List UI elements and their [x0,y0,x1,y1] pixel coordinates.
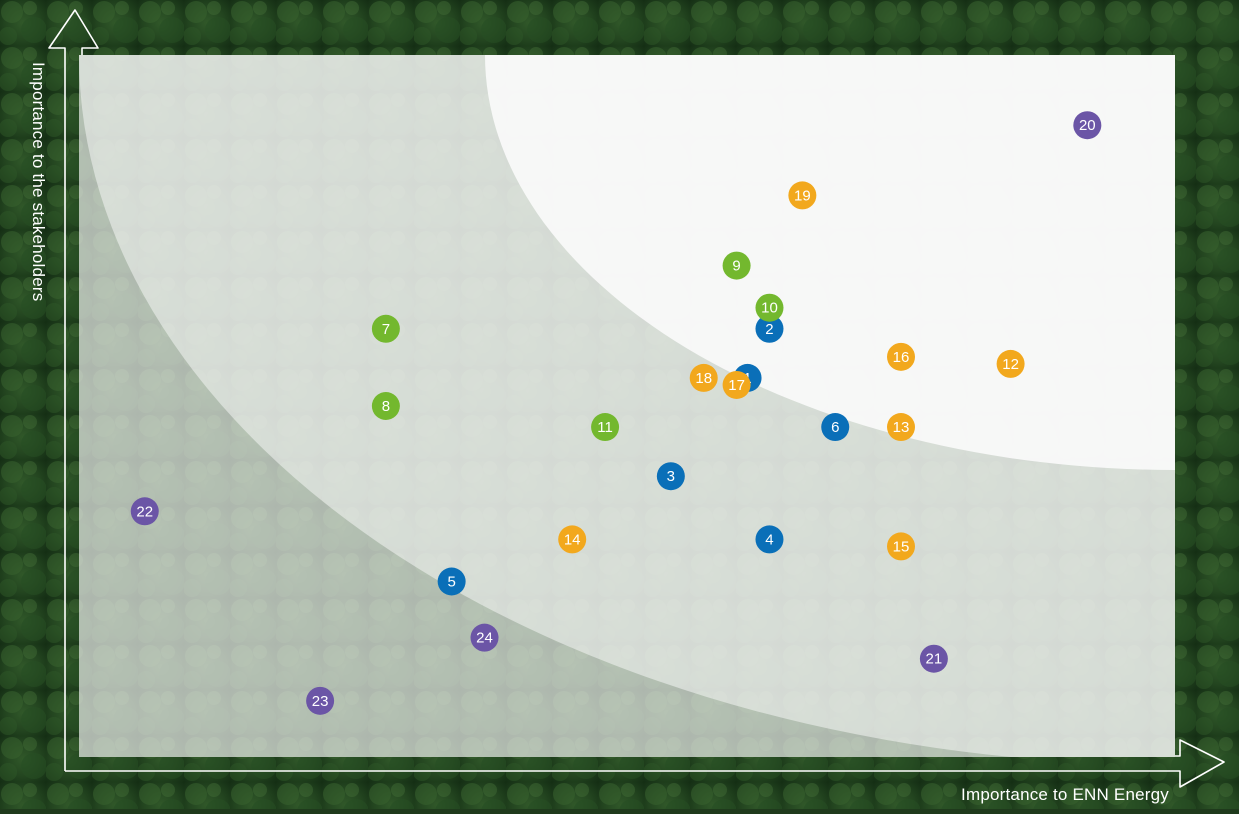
data-point-9: 9 [722,251,751,280]
data-point-marker [437,567,466,596]
axes [48,9,1225,788]
data-point-2: 2 [755,314,784,343]
x-axis-line [65,739,1225,788]
data-point-22: 22 [130,497,159,526]
data-point-marker [755,525,784,554]
data-point-3: 3 [656,462,685,491]
data-point-4: 4 [755,525,784,554]
data-point-11: 11 [591,413,620,442]
data-point-label: 2 [765,321,773,338]
x-axis-label: Importance to ENN Energy [961,785,1169,804]
data-point-12: 12 [996,349,1025,378]
data-point-label: 11 [597,419,613,436]
data-point-marker [656,462,685,491]
data-point-label: 9 [732,258,740,275]
data-point-marker [1073,111,1102,140]
data-point-marker [722,251,751,280]
data-point-8: 8 [371,392,400,420]
data-point-18: 18 [689,363,718,392]
data-point-marker [755,314,784,343]
data-point-label: 6 [831,419,839,436]
data-point-label: 3 [667,468,675,485]
data-point-label: 14 [564,531,581,548]
data-point-marker [788,181,817,210]
data-point-15: 15 [887,532,915,561]
data-point-marker [887,413,915,442]
data-point-label: 5 [447,574,455,591]
data-point-marker [887,342,915,371]
data-point-label: 13 [893,419,910,436]
data-point-marker [558,525,587,554]
y-axis-label: Importance to the stakeholders [29,62,48,302]
data-point-label: 19 [794,187,811,204]
data-point-20: 20 [1073,111,1102,140]
data-point-7: 7 [371,314,400,343]
data-point-marker [470,623,499,652]
data-point-marker [996,349,1025,378]
data-point-label: 18 [695,370,712,387]
data-point-marker [591,413,620,442]
data-point-23: 23 [306,686,335,715]
data-point-marker [371,314,400,343]
data-point-21: 21 [919,644,948,673]
data-point-marker [919,644,948,673]
data-point-label: 7 [382,321,390,338]
data-point-6: 6 [821,413,850,442]
data-point-16: 16 [887,342,915,371]
data-point-label: 22 [136,503,153,520]
data-point-label: 15 [893,538,910,555]
data-point-5: 5 [437,567,466,596]
data-point-13: 13 [887,413,915,442]
data-point-marker [689,363,718,392]
data-point-marker [887,532,915,561]
data-point-label: 20 [1079,117,1096,134]
data-point-marker [821,413,850,442]
data-point-10: 10 [755,293,784,322]
data-point-label: 21 [926,651,943,668]
data-point-24: 24 [470,623,499,652]
data-point-marker [722,370,751,399]
data-point-label: 12 [1002,356,1019,373]
data-point-label: 8 [382,398,390,415]
data-point-marker [306,686,335,715]
data-points: 123456789101112131415161718192021222324 [130,111,1102,715]
data-point-marker [755,293,784,322]
data-point-label: 4 [765,531,773,548]
data-point-label: 17 [728,377,745,394]
data-point-marker [371,392,400,420]
data-point-label: 24 [476,630,493,647]
data-point-label: 10 [761,300,778,317]
data-point-14: 14 [558,525,587,554]
y-axis-line [48,9,99,771]
data-point-19: 19 [788,181,817,210]
data-point-label: 23 [312,693,329,710]
data-point-marker [130,497,159,526]
data-point-17: 17 [722,370,751,399]
data-point-label: 16 [893,349,910,366]
